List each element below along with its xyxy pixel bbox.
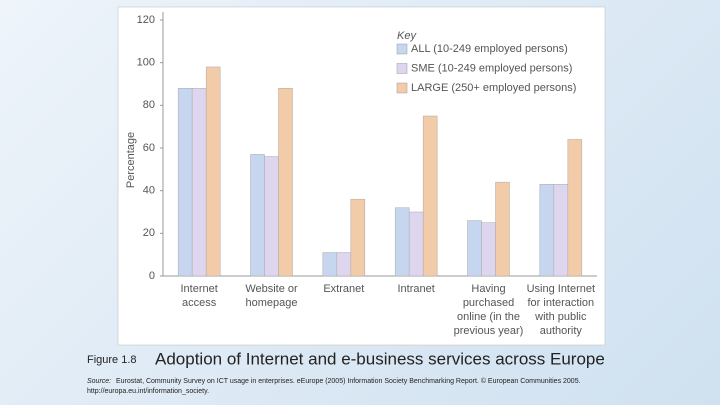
bar	[264, 156, 279, 277]
y-tick-label: 0	[149, 270, 155, 282]
legend-swatch	[396, 43, 408, 55]
figure-label: Figure 1.8	[87, 354, 137, 366]
y-tick-label: 100	[137, 57, 155, 69]
x-tick-label: homepage	[246, 297, 298, 309]
bar	[539, 184, 555, 277]
bar	[408, 211, 424, 277]
x-tick-label: Extranet	[323, 283, 364, 295]
x-tick-label: Intranet	[398, 283, 435, 295]
bar	[191, 88, 207, 277]
x-tick-label: Internet	[181, 283, 218, 295]
x-tick-label: previous year)	[454, 325, 524, 337]
x-tick-label: purchased	[463, 297, 514, 309]
source-label: Source:	[87, 378, 111, 385]
bar	[322, 252, 338, 277]
figure-title: Adoption of Internet and e-business serv…	[155, 349, 605, 368]
bar	[336, 252, 352, 277]
bar	[422, 115, 438, 277]
y-axis-label: Percentage	[125, 132, 137, 188]
x-tick-label: authority	[540, 325, 583, 337]
y-tick-label: 20	[143, 227, 155, 239]
source-url: http://europa.eu.int/information_society…	[87, 388, 209, 395]
bar	[177, 88, 193, 277]
legend-label: LARGE (250+ employed persons)	[411, 82, 576, 94]
x-tick-label: for interaction	[528, 297, 595, 309]
source-text: Eurostat, Community Survey on ICT usage …	[116, 377, 581, 385]
x-tick-label: Using Internet	[527, 283, 595, 295]
bar	[481, 222, 496, 277]
x-tick-label: with public	[534, 311, 587, 323]
y-tick-label: 40	[143, 185, 155, 197]
y-tick-label: 60	[143, 142, 155, 154]
legend-label: SME (10-249 employed persons)	[411, 62, 572, 74]
legend-swatch	[396, 82, 408, 94]
bar	[394, 207, 410, 277]
bar	[350, 198, 366, 277]
legend-title: Key	[397, 30, 417, 42]
y-tick-label: 80	[143, 99, 155, 111]
bar	[495, 181, 510, 277]
legend-swatch	[396, 63, 408, 74]
x-tick-label: access	[182, 297, 217, 309]
bar	[205, 66, 221, 277]
legend-label: ALL (10-249 employed persons)	[411, 43, 568, 55]
x-tick-label: online (in the	[457, 311, 520, 323]
bar	[553, 184, 569, 277]
bar	[278, 88, 293, 277]
x-tick-label: Having	[471, 283, 505, 295]
y-tick-label: 120	[137, 14, 155, 26]
x-tick-label: Website or	[245, 283, 298, 295]
bar	[467, 220, 482, 277]
bar	[250, 154, 265, 277]
bar	[567, 139, 583, 277]
